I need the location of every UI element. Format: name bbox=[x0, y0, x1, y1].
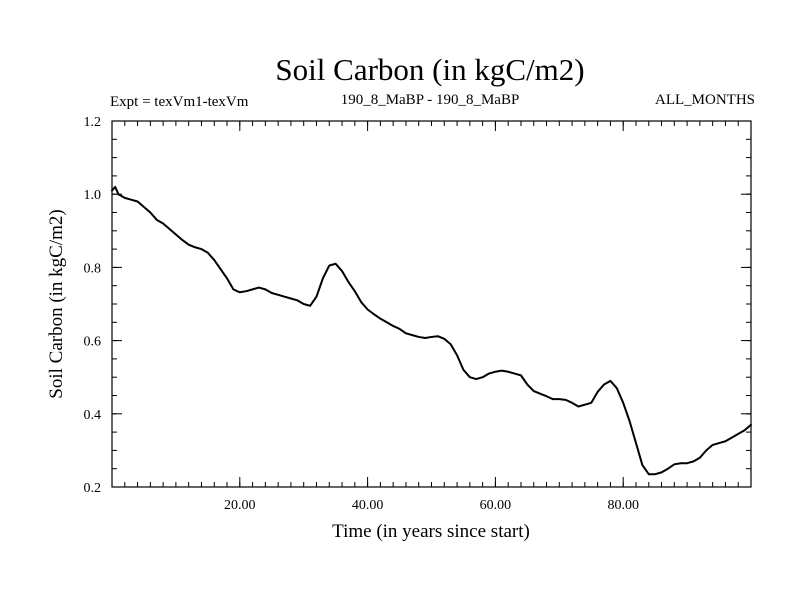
x-tick-label: 20.00 bbox=[224, 498, 256, 513]
months-label: ALL_MONTHS bbox=[655, 92, 755, 108]
y-tick-label: 0.8 bbox=[84, 261, 102, 276]
y-tick-label: 1.0 bbox=[84, 188, 102, 203]
y-tick-label: 1.2 bbox=[84, 115, 102, 130]
x-axis-label: Time (in years since start) bbox=[332, 521, 530, 542]
series-line-soil-carbon bbox=[111, 185, 752, 476]
y-tick-label: 0.6 bbox=[84, 335, 102, 350]
y-tick-label: 0.4 bbox=[84, 408, 102, 423]
y-axis-label: Soil Carbon (in kgC/m2) bbox=[46, 209, 67, 398]
period-label: 190_8_MaBP - 190_8_MaBP bbox=[341, 92, 520, 108]
x-tick-label: 60.00 bbox=[480, 498, 512, 513]
y-tick-label: 0.2 bbox=[84, 481, 102, 496]
axis-ticks bbox=[112, 120, 751, 488]
chart-title: Soil Carbon (in kgC/m2) bbox=[275, 52, 584, 87]
experiment-label: Expt = texVm1-texVm bbox=[110, 94, 249, 110]
tick-labels: 20.00 40.00 60.00 80.00 0.2 0.4 0.6 0.8 1.0 1.2 bbox=[84, 115, 639, 513]
x-tick-label: 40.00 bbox=[352, 498, 384, 513]
plot-frame bbox=[111, 120, 752, 488]
x-tick-label: 80.00 bbox=[607, 498, 639, 513]
